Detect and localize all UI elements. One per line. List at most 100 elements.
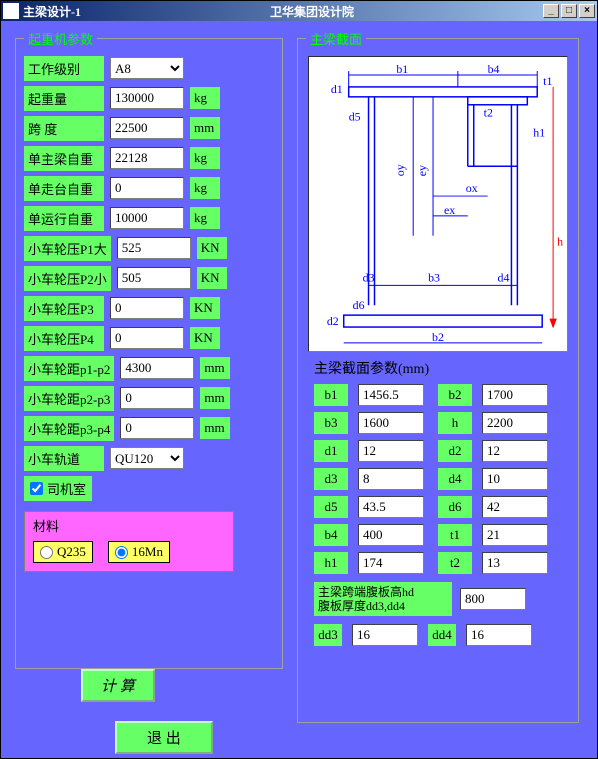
window-title-center: 卫华集团设计院 bbox=[81, 3, 543, 20]
b1-input[interactable] bbox=[358, 384, 424, 406]
d6-label: d6 bbox=[438, 496, 472, 518]
h1-label: h1 bbox=[314, 552, 348, 574]
span-label: 跨 度 bbox=[24, 116, 104, 141]
d4-input[interactable] bbox=[482, 468, 548, 490]
svg-text:b2: b2 bbox=[432, 330, 444, 344]
material-q235[interactable]: Q235 bbox=[33, 541, 93, 563]
section-group: 主梁截面 bbox=[297, 29, 579, 723]
cab-checkbox[interactable] bbox=[30, 482, 43, 495]
svg-text:b1: b1 bbox=[396, 62, 408, 76]
p2p3-input[interactable] bbox=[120, 387, 194, 409]
p1p2-unit: mm bbox=[200, 357, 230, 379]
svg-text:h: h bbox=[557, 235, 563, 249]
cab-checkbox-label[interactable]: 司机室 bbox=[24, 476, 92, 501]
p4-label: 小车轮压P4 bbox=[24, 326, 104, 351]
rail-select[interactable]: QU120 bbox=[110, 447, 184, 469]
d4-label: d4 bbox=[438, 468, 472, 490]
lift-weight-input[interactable] bbox=[110, 87, 184, 109]
material-16mn[interactable]: 16Mn bbox=[108, 541, 170, 563]
h-label: h bbox=[438, 412, 472, 434]
crane-params-group: 起重机参数 工作级别 A8 起重量 kg 跨 度 mm 单主梁自重 kg bbox=[15, 29, 283, 669]
app-window: 主梁设计-1 卫华集团设计院 _ □ × 起重机参数 工作级别 A8 起重量 k… bbox=[0, 0, 598, 759]
h1-input[interactable] bbox=[358, 552, 424, 574]
d6-input[interactable] bbox=[482, 496, 548, 518]
section-params-grid: b1 b2 b3 h d1 d2 d3 d4 d5 d6 bbox=[314, 384, 570, 574]
p1-unit: KN bbox=[197, 237, 227, 259]
span-unit: mm bbox=[190, 117, 220, 139]
svg-text:ox: ox bbox=[466, 181, 478, 195]
p2p3-unit: mm bbox=[200, 387, 230, 409]
section-params-title: 主梁截面参数(mm) bbox=[314, 358, 570, 378]
run-weight-unit: kg bbox=[190, 207, 220, 229]
crane-params-legend: 起重机参数 bbox=[24, 29, 97, 48]
p4-input[interactable] bbox=[110, 327, 184, 349]
section-legend: 主梁截面 bbox=[306, 29, 366, 48]
span-input[interactable] bbox=[110, 117, 184, 139]
run-weight-label: 单运行自重 bbox=[24, 206, 104, 231]
d2-input[interactable] bbox=[482, 440, 548, 462]
lift-weight-unit: kg bbox=[190, 87, 220, 109]
material-16mn-radio[interactable] bbox=[115, 546, 128, 559]
hd-input[interactable] bbox=[460, 588, 526, 610]
calculate-button[interactable]: 计 算 bbox=[81, 669, 155, 702]
exit-button[interactable]: 退 出 bbox=[115, 721, 213, 754]
material-q235-radio[interactable] bbox=[40, 546, 53, 559]
t2-label: t2 bbox=[438, 552, 472, 574]
t1-input[interactable] bbox=[482, 524, 548, 546]
run-weight-input[interactable] bbox=[110, 207, 184, 229]
svg-text:d4: d4 bbox=[498, 270, 510, 284]
svg-text:b3: b3 bbox=[428, 270, 440, 284]
p3p4-input[interactable] bbox=[120, 417, 194, 439]
svg-text:d5: d5 bbox=[349, 110, 361, 124]
beam-weight-input[interactable] bbox=[110, 147, 184, 169]
dd4-input[interactable] bbox=[466, 624, 532, 646]
client-area: 起重机参数 工作级别 A8 起重量 kg 跨 度 mm 单主梁自重 kg bbox=[1, 21, 597, 758]
t2-input[interactable] bbox=[482, 552, 548, 574]
dd3-label: dd3 bbox=[314, 624, 342, 646]
h-input[interactable] bbox=[482, 412, 548, 434]
p2-input[interactable] bbox=[117, 267, 191, 289]
work-level-select[interactable]: A8 bbox=[110, 57, 184, 79]
svg-text:oy: oy bbox=[393, 164, 407, 176]
b4-label: b4 bbox=[314, 524, 348, 546]
b3-label: b3 bbox=[314, 412, 348, 434]
svg-text:d6: d6 bbox=[353, 298, 365, 312]
maximize-button[interactable]: □ bbox=[561, 4, 577, 18]
titlebar: 主梁设计-1 卫华集团设计院 _ □ × bbox=[1, 1, 597, 21]
d5-input[interactable] bbox=[358, 496, 424, 518]
p3-input[interactable] bbox=[110, 297, 184, 319]
p1-label: 小车轮压P1大 bbox=[24, 236, 111, 261]
b3-input[interactable] bbox=[358, 412, 424, 434]
minimize-button[interactable]: _ bbox=[543, 4, 559, 18]
b1-label: b1 bbox=[314, 384, 348, 406]
platform-weight-label: 单走台自重 bbox=[24, 176, 104, 201]
app-icon bbox=[3, 3, 19, 19]
svg-text:t2: t2 bbox=[484, 106, 493, 120]
p4-unit: KN bbox=[190, 327, 220, 349]
b4-input[interactable] bbox=[358, 524, 424, 546]
dd3-input[interactable] bbox=[352, 624, 418, 646]
svg-text:d3: d3 bbox=[363, 270, 375, 284]
rail-label: 小车轨道 bbox=[24, 446, 104, 471]
svg-text:d1: d1 bbox=[331, 82, 343, 96]
svg-text:ex: ex bbox=[444, 203, 455, 217]
platform-weight-unit: kg bbox=[190, 177, 220, 199]
d3-input[interactable] bbox=[358, 468, 424, 490]
d1-input[interactable] bbox=[358, 440, 424, 462]
b2-input[interactable] bbox=[482, 384, 548, 406]
p2-label: 小车轮压P2小 bbox=[24, 266, 111, 291]
p3p4-label: 小车轮距p3-p4 bbox=[24, 416, 114, 441]
d1-label: d1 bbox=[314, 440, 348, 462]
window-title-left: 主梁设计-1 bbox=[23, 3, 81, 20]
close-button[interactable]: × bbox=[579, 4, 595, 18]
dd4-label: dd4 bbox=[428, 624, 456, 646]
svg-text:ey: ey bbox=[415, 165, 429, 176]
section-diagram: b1 b4 t1 d1 d5 t2 h1 oy ey ox ex h d3 b3… bbox=[308, 56, 568, 352]
svg-text:h1: h1 bbox=[533, 126, 545, 140]
p1-input[interactable] bbox=[117, 237, 191, 259]
svg-text:t1: t1 bbox=[543, 74, 552, 88]
material-group: 材料 Q235 16Mn bbox=[24, 511, 234, 572]
p1p2-input[interactable] bbox=[120, 357, 194, 379]
lift-weight-label: 起重量 bbox=[24, 86, 104, 111]
platform-weight-input[interactable] bbox=[110, 177, 184, 199]
